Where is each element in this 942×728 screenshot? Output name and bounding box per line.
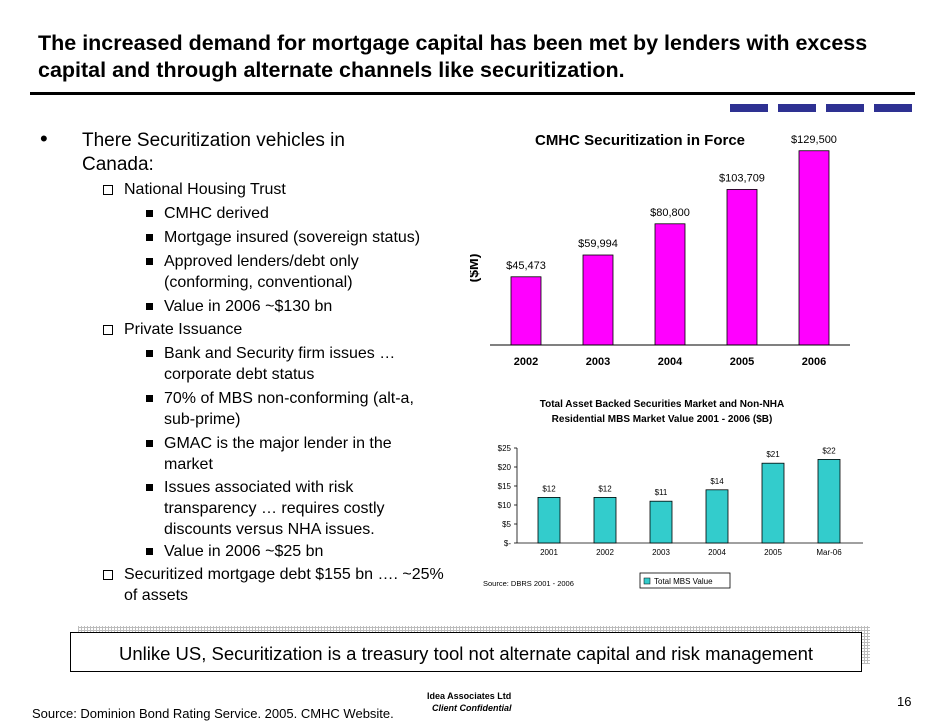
sub-sub-bullet-text: corporate debt status <box>164 366 315 383</box>
x-tick-label: 2005 <box>730 356 754 368</box>
x-tick-label: 2004 <box>708 548 726 557</box>
mbs-chart-svg: Total Asset Backed Securities Market and… <box>483 399 863 589</box>
bar <box>761 462 785 544</box>
title-divider <box>30 92 915 95</box>
dash <box>730 104 768 112</box>
square-bullet-icon <box>146 395 153 402</box>
bullet-text: Canada: <box>82 154 154 175</box>
x-tick-label: 2005 <box>764 548 782 557</box>
bar <box>654 223 686 346</box>
x-tick-label: 2006 <box>802 356 826 368</box>
cmhc-chart: CMHC Securitization in Force ($M) $45,47… <box>465 120 940 380</box>
data-label: $14 <box>710 477 724 486</box>
footer-source: Source: Dominion Bond Rating Service. 20… <box>32 706 394 721</box>
sub-sub-bullet-text: GMAC is the major lender in the <box>164 435 392 452</box>
dash <box>826 104 864 112</box>
sub-sub-bullet-text: sub-prime) <box>164 411 241 428</box>
footer-company: Idea Associates Ltd <box>427 691 512 701</box>
y-tick-label: $10 <box>498 501 512 510</box>
square-bullet-icon <box>146 484 153 491</box>
dash <box>778 104 816 112</box>
sub-sub-bullet-text: (conforming, conventional) <box>164 274 353 291</box>
data-label: $12 <box>542 484 556 493</box>
sub-bullet-text: Securitized mortgage debt $155 bn …. ~25… <box>124 566 444 583</box>
data-label: $59,994 <box>578 238 618 250</box>
sub-sub-bullet-text: Value in 2006 ~$130 bn <box>164 298 333 315</box>
page-number: 16 <box>897 694 912 709</box>
square-bullet-icon <box>146 440 153 447</box>
sub-sub-bullet-text: Issues associated with risk <box>164 479 354 496</box>
bar <box>705 489 729 544</box>
square-bullet-icon <box>146 548 153 555</box>
bar <box>582 254 614 346</box>
y-tick-label: $5 <box>502 520 511 529</box>
y-tick-label: $15 <box>498 482 512 491</box>
y-tick-label: $25 <box>498 444 512 453</box>
bar <box>537 497 561 544</box>
data-label: $45,473 <box>506 260 546 272</box>
sub-bullet-text: National Housing Trust <box>124 181 286 198</box>
x-tick-label: 2002 <box>514 356 538 368</box>
checkbox-bullet-icon <box>103 185 113 195</box>
sub-sub-bullet-text: 70% of MBS non-conforming (alt-a, <box>164 390 414 407</box>
legend-swatch <box>643 577 651 585</box>
y-tick-label: $- <box>504 539 511 548</box>
data-label: $11 <box>655 488 668 497</box>
chart-title-line2: Residential MBS Market Value 2001 - 2006… <box>552 414 773 425</box>
y-tick-label: $20 <box>498 463 512 472</box>
x-tick-label: 2002 <box>596 548 614 557</box>
x-tick-label: 2003 <box>586 356 610 368</box>
bullet-text: There Securitization vehicles in <box>82 130 345 151</box>
cmhc-chart-svg: CMHC Securitization in Force ($M) $45,47… <box>465 132 850 368</box>
square-bullet-icon <box>146 303 153 310</box>
sub-sub-bullet-text: Mortgage insured (sovereign status) <box>164 229 421 246</box>
dash <box>874 104 912 112</box>
square-bullet-icon <box>146 234 153 241</box>
sub-sub-bullet-text: Bank and Security firm issues … <box>164 345 396 362</box>
bullet-dot-icon: • <box>40 126 48 151</box>
legend-label: Total MBS Value <box>654 577 713 586</box>
mbs-chart: Total Asset Backed Securities Market and… <box>470 385 940 600</box>
x-tick-label: Mar-06 <box>816 548 842 557</box>
data-label: $80,800 <box>650 207 690 219</box>
sub-sub-bullet-text: market <box>164 456 213 473</box>
banner-text: Unlike US, Securitization is a treasury … <box>118 643 814 664</box>
x-tick-label: 2001 <box>540 548 558 557</box>
bar <box>798 150 830 346</box>
sub-sub-bullet-text: Approved lenders/debt only <box>164 253 359 270</box>
data-label: $103,709 <box>719 172 765 184</box>
sub-sub-bullet-text: CMHC derived <box>164 205 269 222</box>
chart-title: CMHC Securitization in Force <box>535 132 745 149</box>
chart-source: Source: DBRS 2001 - 2006 <box>483 579 574 588</box>
key-message-banner: Unlike US, Securitization is a treasury … <box>70 632 862 672</box>
square-bullet-icon <box>146 258 153 265</box>
sub-bullet-text: Private Issuance <box>124 321 243 338</box>
data-label: $12 <box>598 484 612 493</box>
bar <box>510 276 542 346</box>
bar <box>726 189 758 346</box>
bar <box>817 459 841 544</box>
square-bullet-icon <box>146 210 153 217</box>
sub-sub-bullet-text: discounts versus NHA issues. <box>164 521 375 538</box>
square-bullet-icon <box>146 350 153 357</box>
slide-title: The increased demand for mortgage capita… <box>38 31 868 82</box>
bar <box>593 497 617 544</box>
checkbox-bullet-icon <box>103 570 113 580</box>
legend-box <box>639 572 731 589</box>
x-tick-label: 2004 <box>658 356 683 368</box>
sub-sub-bullet-text: Value in 2006 ~$25 bn <box>164 543 324 560</box>
sub-sub-bullet-text: transparency … requires costly <box>164 500 385 517</box>
data-label: $21 <box>766 450 780 459</box>
chart-ylabel: ($M) <box>470 254 481 283</box>
footer-confidential: Client Confidential <box>432 703 512 713</box>
checkbox-bullet-icon <box>103 325 113 335</box>
data-label: $22 <box>822 446 836 455</box>
sub-bullet-text: of assets <box>124 587 189 604</box>
x-tick-label: 2003 <box>652 548 670 557</box>
data-label: $129,500 <box>791 134 837 146</box>
bar <box>649 500 673 544</box>
chart-title-line1: Total Asset Backed Securities Market and… <box>540 399 785 410</box>
